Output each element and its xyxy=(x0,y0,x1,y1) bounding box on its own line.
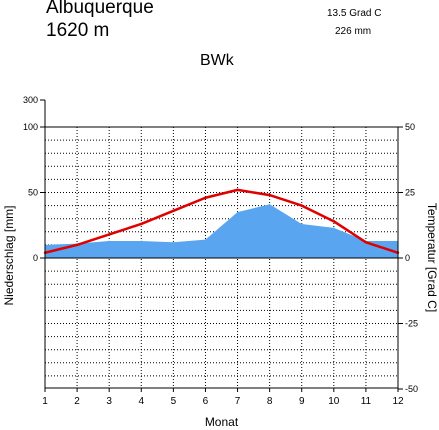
station-elevation: 1620 m xyxy=(46,20,110,41)
month-tick-label: 1 xyxy=(42,396,48,407)
right-axis-label: Temperatur [Grad C] xyxy=(425,203,439,312)
month-tick-label: 12 xyxy=(392,396,404,407)
right-tick-label: 25 xyxy=(405,188,415,198)
right-tick-label: 0 xyxy=(405,253,410,263)
annual-precipitation: 226 mm xyxy=(335,26,372,37)
climate-classification: BWk xyxy=(200,52,234,69)
precipitation-point xyxy=(301,223,303,225)
left-tick-label: 100 xyxy=(23,122,38,132)
temperature-point xyxy=(204,196,207,199)
temperature-point xyxy=(107,233,111,236)
temperature-point xyxy=(268,193,271,197)
precipitation-point xyxy=(269,203,271,205)
temperature-point xyxy=(236,188,239,192)
temperature-point xyxy=(364,241,368,244)
month-tick-label: 8 xyxy=(267,396,273,407)
precipitation-point xyxy=(204,239,206,241)
month-tick-label: 11 xyxy=(361,396,372,407)
temperature-point xyxy=(75,243,79,247)
precipitation-point xyxy=(237,211,239,213)
left-tick-label: 0 xyxy=(33,253,38,263)
temperature-point xyxy=(300,204,303,207)
month-tick-label: 6 xyxy=(203,396,209,407)
left-tick-label: 50 xyxy=(28,188,38,198)
right-tick-label: -25 xyxy=(405,319,418,329)
x-axis-label: Monat xyxy=(205,415,239,429)
month-tick-label: 9 xyxy=(299,396,305,407)
precipitation-point xyxy=(108,240,110,242)
left-axis-label: Niederschlag [mm] xyxy=(2,205,16,305)
station-name: Albuquerque xyxy=(46,0,154,18)
month-tick-label: 2 xyxy=(74,396,80,407)
mean-temperature: 13.5 Grad C xyxy=(327,8,382,19)
month-tick-label: 7 xyxy=(235,396,241,407)
month-tick-label: 10 xyxy=(328,396,340,407)
month-tick-label: 4 xyxy=(138,396,144,407)
month-tick-label: 5 xyxy=(171,396,177,407)
right-tick-label: 50 xyxy=(405,122,415,132)
precipitation-area xyxy=(45,204,398,258)
temperature-point xyxy=(172,209,175,213)
precipitation-point xyxy=(140,240,142,242)
right-tick-label: -50 xyxy=(405,384,418,394)
temperature-line xyxy=(44,188,399,254)
temperature-point xyxy=(140,222,143,226)
precipitation-point xyxy=(172,241,174,243)
month-tick-label: 3 xyxy=(106,396,112,407)
precipitation-point xyxy=(333,227,335,229)
temperature-point xyxy=(332,220,336,223)
left-tick-label: 300 xyxy=(23,95,38,105)
